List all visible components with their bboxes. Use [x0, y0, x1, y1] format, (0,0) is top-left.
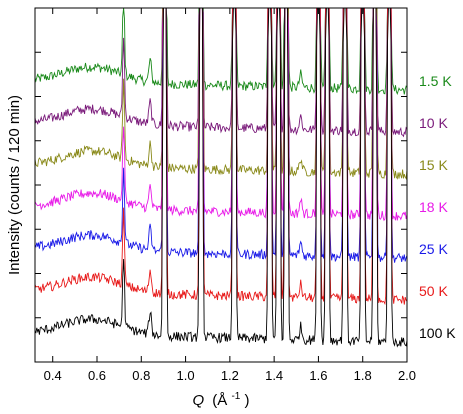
x-axis-label: Q (Å -1 ): [192, 386, 249, 409]
x-tick-label-2: 0.8: [132, 368, 150, 383]
series-label-25-k: 25 K: [419, 241, 448, 257]
x-tick-label-7: 1.8: [354, 368, 372, 383]
x-axis-unit-exp: -1: [231, 391, 240, 402]
x-tick-label-6: 1.6: [309, 368, 327, 383]
x-tick-label-3: 1.0: [177, 368, 195, 383]
x-axis-symbol: Q: [192, 392, 204, 409]
series-label-10-k: 10 K: [419, 115, 448, 131]
x-tick-label-1: 0.6: [88, 368, 106, 383]
label-layer: 1.5 K 10 K 15 K 18 K 25 K 50 K 100 K: [419, 73, 456, 341]
series-label-15-k: 15 K: [419, 157, 448, 173]
y-axis-label: Intensity (counts / 120 min): [6, 95, 23, 275]
x-tick-label-5: 1.4: [265, 368, 283, 383]
x-axis-unit-close: ): [245, 392, 250, 409]
x-tick-label-8: 2.0: [398, 368, 416, 383]
plot-frame: [34, 7, 408, 363]
series-label-18-k: 18 K: [419, 199, 448, 215]
series-line-1-5-k: [34, 7, 408, 96]
series-label-1-5-k: 1.5 K: [419, 73, 452, 89]
tick-layer: 0.4 0.6 0.8 1.0 1.2 1.4 1.6 1.8 2.0: [35, 8, 416, 383]
series-layer: [34, 7, 408, 348]
series-line-50-k: [34, 7, 408, 306]
series-label-100-k: 100 K: [419, 325, 456, 341]
series-line-10-k: [34, 7, 408, 138]
x-tick-label-4: 1.2: [221, 368, 239, 383]
series-label-50-k: 50 K: [419, 283, 448, 299]
series-line-18-k: [34, 7, 408, 222]
x-tick-label-0: 0.4: [44, 368, 62, 383]
x-axis-unit-open: (Å: [212, 392, 227, 409]
series-line-15-k: [34, 7, 408, 180]
